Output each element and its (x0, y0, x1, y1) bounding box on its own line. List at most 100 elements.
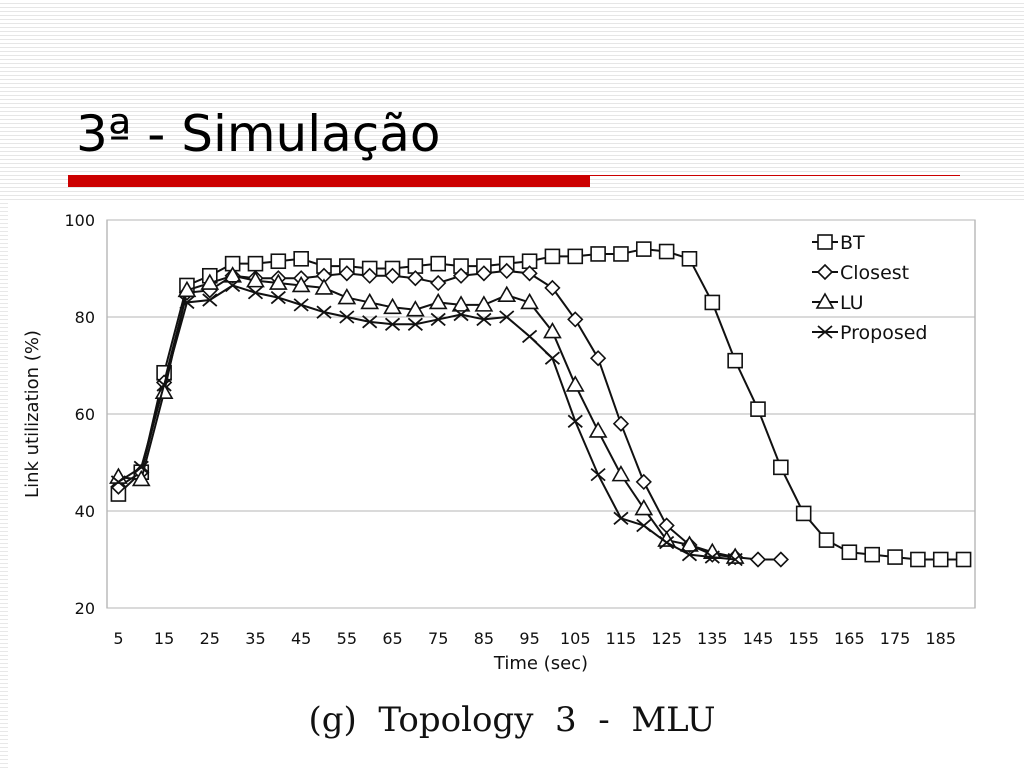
legend-marker (815, 292, 835, 309)
data-point (452, 267, 470, 284)
data-point (384, 267, 401, 284)
data-point (384, 317, 401, 331)
data-point (727, 352, 743, 369)
data-point (681, 547, 698, 562)
series-lu (109, 266, 745, 564)
data-point (246, 271, 265, 288)
data-point (635, 473, 652, 491)
data-point (202, 293, 218, 307)
data-point (588, 421, 608, 438)
series-proposed (110, 278, 743, 567)
data-point (156, 378, 172, 392)
data-point (636, 518, 652, 533)
data-point (338, 265, 355, 282)
data-point (291, 275, 311, 293)
data-point (225, 278, 241, 293)
x-tick-label: 135 (697, 629, 728, 648)
legend-marker (817, 234, 833, 250)
series-bt (110, 241, 972, 568)
data-point (361, 267, 378, 284)
data-point (704, 550, 720, 564)
y-tick-label: 100 (64, 211, 95, 230)
data-point (543, 321, 562, 339)
series-line (118, 274, 736, 559)
data-point (680, 535, 699, 552)
data-point (658, 243, 675, 260)
data-point (750, 401, 766, 417)
data-point (544, 279, 561, 297)
x-tick-label: 85 (474, 629, 494, 648)
title-underline-line (590, 175, 960, 176)
data-point (270, 253, 287, 270)
data-point (337, 287, 357, 305)
series-line (117, 284, 736, 561)
data-point (110, 475, 127, 489)
legend-label: LU (840, 292, 864, 314)
y-tick-label: 80 (75, 308, 95, 327)
x-tick-label: 15 (154, 629, 174, 648)
data-point (270, 290, 286, 305)
x-tick-label: 25 (200, 629, 220, 648)
data-point (293, 250, 309, 267)
data-point (154, 382, 174, 399)
figure-caption: (g) Topology 3 - MLU (308, 700, 716, 740)
data-point (498, 262, 515, 280)
data-point (316, 305, 332, 319)
data-point (521, 329, 538, 344)
data-point (475, 265, 493, 282)
header-stripes (0, 0, 1024, 200)
x-tick-label: 75 (428, 629, 448, 648)
series-layer (109, 241, 972, 568)
data-point (133, 460, 149, 475)
x-tick-label: 175 (880, 629, 911, 648)
data-point (314, 278, 334, 295)
data-point (613, 511, 629, 525)
y-tick-label: 60 (75, 405, 95, 424)
data-point (362, 315, 378, 329)
data-point (521, 265, 538, 282)
data-point (407, 270, 424, 287)
axis-layer: 20 40 60 80 100 5 15 25 35 45 55 65 75 85 95 105 115 125 1… (64, 211, 956, 648)
y-tick-label: 40 (75, 502, 95, 521)
data-point (681, 250, 698, 267)
legend-item: LU (812, 292, 864, 314)
data-point (613, 246, 629, 262)
data-point (932, 551, 949, 568)
data-point (567, 248, 584, 265)
data-point (131, 469, 151, 487)
data-point (499, 310, 515, 324)
y-axis-label: Link utilization (%) (22, 330, 43, 498)
data-point (474, 295, 494, 312)
legend-label: BT (840, 232, 865, 254)
data-point (841, 544, 858, 561)
data-point (451, 295, 471, 312)
line-chart: 20 40 60 80 100 5 15 25 35 45 55 65 75 85 95 105 115 125 1… (22, 211, 976, 674)
x-tick-label: 65 (382, 629, 402, 648)
data-point (772, 551, 789, 568)
y-tick-label: 20 (75, 599, 95, 618)
x-tick-label: 5 (113, 629, 123, 648)
legend-item: Closest (812, 262, 909, 284)
data-point (520, 292, 539, 310)
title-underline-bar (68, 175, 590, 187)
data-point (544, 248, 561, 265)
x-tick-label: 45 (291, 629, 311, 648)
series-line (117, 248, 964, 561)
data-point (955, 551, 972, 568)
data-point (887, 549, 903, 565)
data-point (497, 285, 517, 302)
data-point (589, 350, 607, 367)
data-point (430, 255, 447, 272)
legend-marker (817, 325, 833, 339)
data-point (864, 546, 881, 563)
data-point (635, 241, 652, 257)
slide-title: 3ª - Simulação (76, 105, 441, 163)
legend-label: Closest (840, 262, 909, 284)
data-point (268, 273, 288, 290)
x-tick-label: 165 (834, 629, 865, 648)
series-line (117, 269, 781, 561)
data-point (659, 535, 675, 550)
legend: BT Closest LU Proposed (812, 232, 927, 344)
data-point (567, 311, 584, 328)
data-point (430, 312, 446, 327)
